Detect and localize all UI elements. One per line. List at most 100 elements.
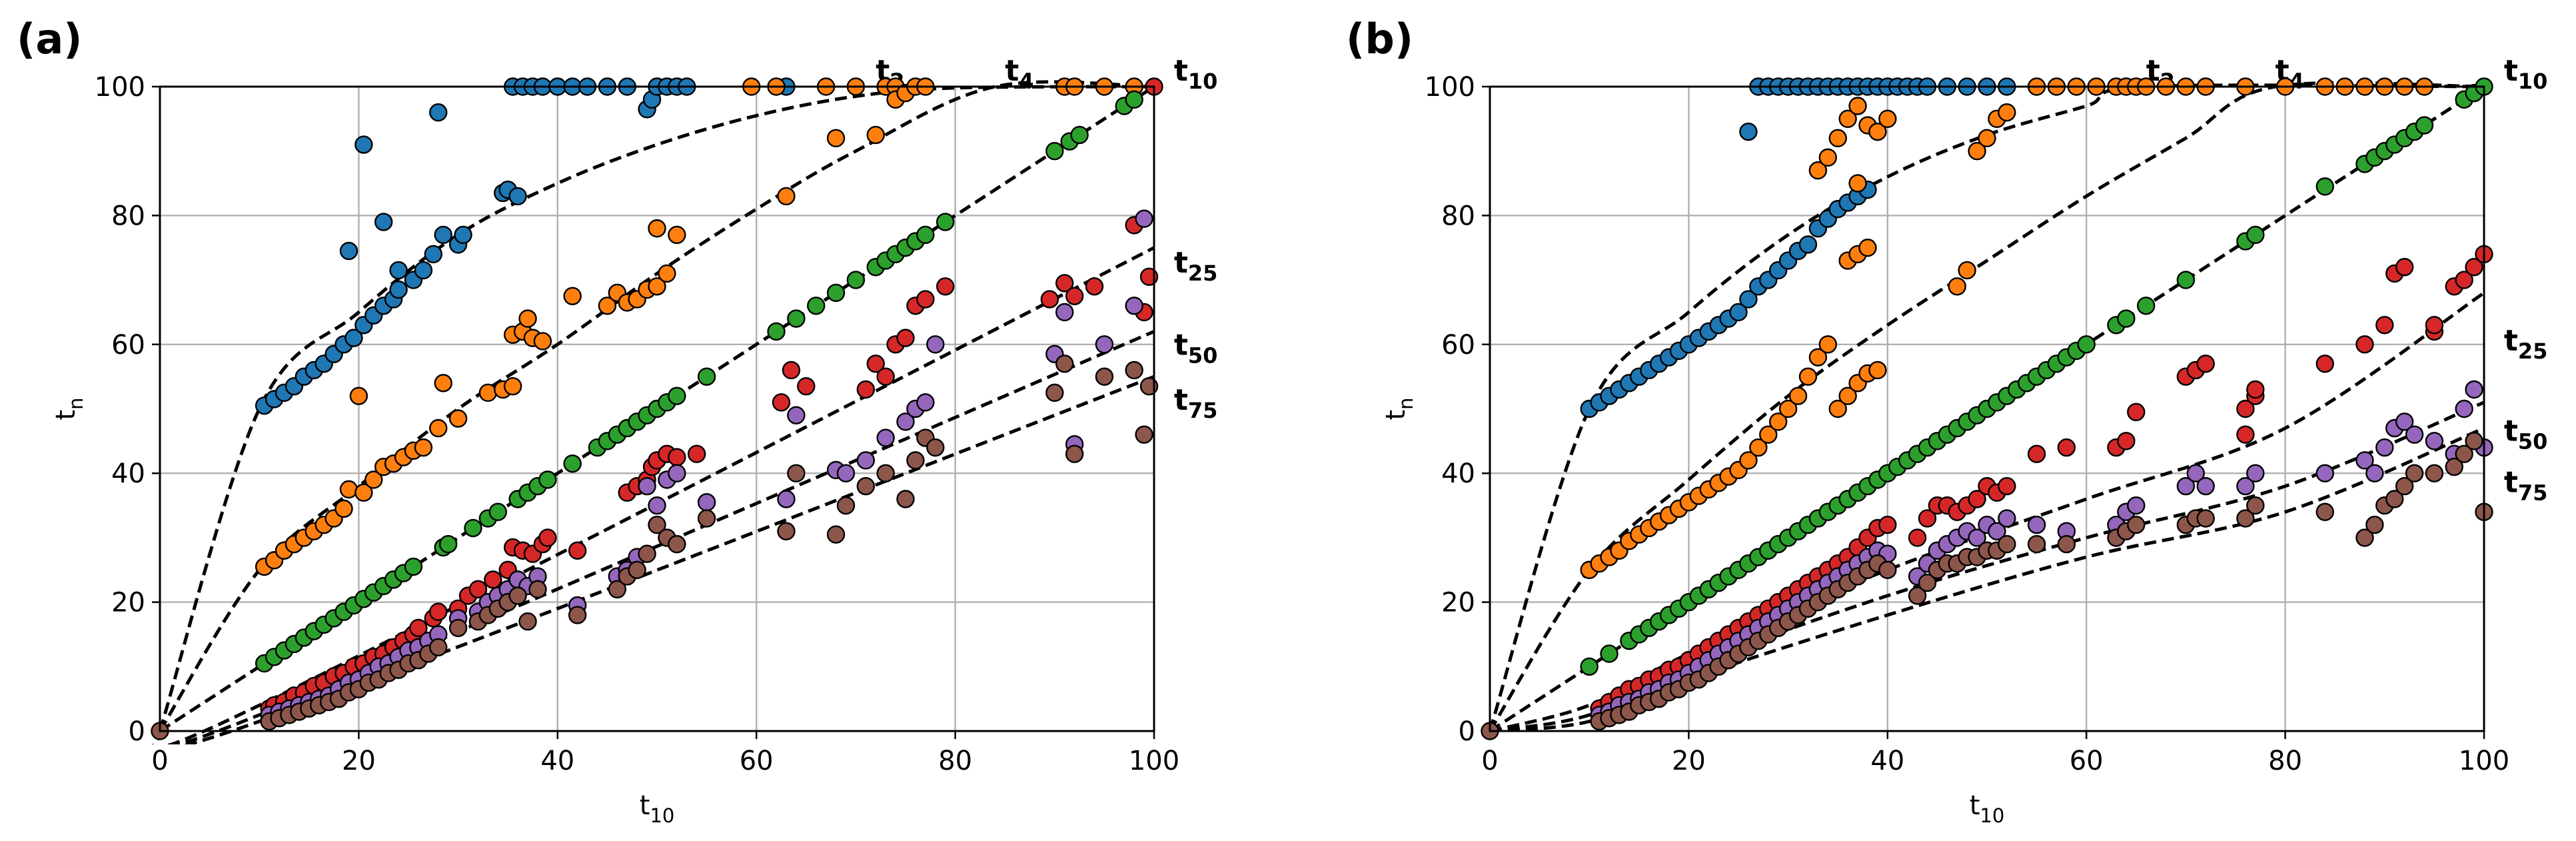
curve-label-t4-main: t: [1005, 54, 1019, 88]
point-t25: [2455, 271, 2473, 289]
point-t25: [896, 329, 915, 347]
point-t50: [1095, 335, 1114, 354]
point-t75: [1095, 367, 1114, 386]
point-t25: [1085, 277, 1104, 296]
point-t10: [826, 283, 846, 303]
point-t2: [374, 213, 393, 231]
point-t4: [1808, 161, 1828, 180]
point-t10: [2176, 271, 2196, 289]
point-t50: [876, 428, 895, 447]
y-axis-label: tn: [51, 397, 87, 420]
guide-curve-t4: [158, 80, 1155, 732]
point-t10: [846, 271, 866, 289]
guide-curve-t4: [1488, 81, 2485, 732]
point-t50: [2465, 380, 2483, 399]
point-t10: [2415, 116, 2434, 135]
point-t10: [538, 470, 557, 489]
point-t75: [1055, 355, 1074, 373]
x-tick-label: 20: [1672, 746, 1706, 776]
point-t50: [2395, 413, 2414, 431]
point-t4: [598, 297, 617, 315]
point-t50: [777, 490, 796, 508]
point-t25: [2355, 335, 2374, 354]
point-t75: [1998, 534, 2016, 554]
point-t10: [697, 367, 716, 386]
x-tick-label: 100: [1129, 746, 1179, 776]
point-t75: [448, 618, 468, 637]
point-t4: [1868, 361, 1887, 380]
curve-label-t75: t75: [2504, 466, 2548, 506]
point-t2: [344, 329, 363, 347]
point-t10: [936, 213, 955, 231]
point-t4: [429, 419, 448, 438]
point-t4: [1958, 261, 1976, 280]
x-axis-label-main: t: [640, 790, 650, 821]
point-t75: [876, 464, 895, 482]
point-t25: [856, 380, 876, 399]
point-t10: [563, 454, 582, 473]
panel-label: (b): [1346, 15, 1413, 63]
curve-label-t75-main: t: [2504, 466, 2518, 500]
point-t75: [528, 580, 547, 598]
point-t25: [687, 444, 706, 463]
point-t4: [448, 409, 468, 428]
point-t75: [1065, 444, 1084, 463]
panel-b: (b)020406080100020406080100t10tnt2t4t10t…: [1346, 15, 2547, 827]
point-t50: [2127, 496, 2146, 515]
point-t10: [1125, 90, 1143, 109]
point-t50: [2186, 464, 2206, 482]
point-t25: [1908, 528, 1927, 547]
point-t75: [2236, 509, 2255, 528]
plot-frame: [159, 85, 1155, 732]
x-tick-label: 0: [1481, 746, 1498, 776]
point-t25: [429, 602, 448, 621]
point-t75: [2365, 515, 2384, 534]
curve-label-t25-sub: 25: [1188, 261, 1218, 286]
point-t25: [1065, 287, 1084, 305]
point-t4: [434, 374, 452, 393]
y-axis-label-main: t: [1381, 410, 1411, 420]
point-t75: [856, 476, 876, 496]
x-axis-label-sub: 10: [1980, 804, 2004, 827]
point-t75: [697, 509, 716, 528]
point-t50: [638, 476, 656, 496]
point-t50: [1135, 209, 1153, 228]
point-t75: [2445, 457, 2463, 476]
point-t4: [1808, 348, 1828, 367]
point-t75: [668, 534, 686, 554]
point-t2: [429, 103, 448, 122]
curve-label-t25: t25: [2504, 324, 2548, 364]
point-t25: [797, 377, 816, 396]
point-t4: [1968, 141, 1986, 161]
point-t50: [836, 464, 856, 482]
point-t25: [2315, 355, 2334, 373]
point-t4: [1818, 148, 1837, 167]
point-t25: [782, 361, 801, 380]
series-t75: [260, 355, 1159, 731]
point-t25: [2246, 380, 2265, 399]
curve-label-t75: t75: [1174, 383, 1218, 423]
series-t75: [1590, 432, 2493, 731]
curve-label-t25-main: t: [2504, 324, 2518, 358]
point-t2: [1729, 303, 1748, 322]
y-axis-label-sub: n: [65, 397, 87, 409]
point-t25: [772, 393, 791, 412]
point-t75: [826, 525, 846, 544]
point-t10: [916, 225, 935, 245]
point-t50: [2375, 438, 2394, 457]
curve-label-t75-main: t: [1174, 383, 1188, 417]
y-tick-label: 60: [111, 330, 145, 361]
point-t4: [866, 125, 885, 145]
point-t25: [1968, 490, 1986, 508]
point-t10: [2137, 297, 2156, 315]
point-t4: [1768, 413, 1788, 431]
point-t2: [1739, 122, 1758, 141]
point-t75: [2246, 496, 2265, 515]
point-t50: [2236, 476, 2255, 496]
point-t25: [2196, 355, 2215, 373]
y-tick-label: 80: [111, 201, 145, 231]
point-t75: [896, 490, 915, 508]
point-t50: [2455, 399, 2473, 419]
point-t25: [468, 580, 488, 598]
point-t10: [2246, 225, 2265, 245]
